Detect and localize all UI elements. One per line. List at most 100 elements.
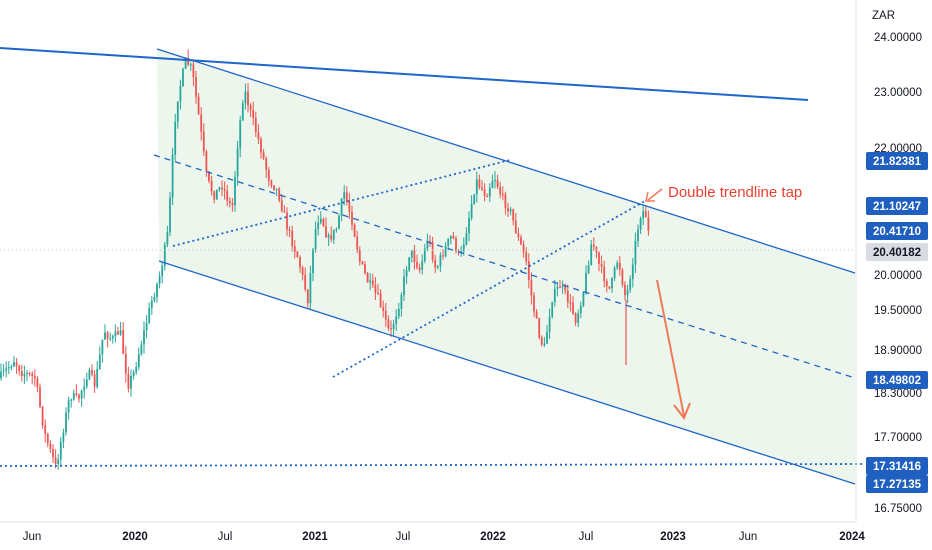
candle-body: [504, 194, 507, 208]
candle-body: [631, 264, 634, 279]
time-axis[interactable]: Jun 2020 Jul 2021 Jul 2022 Jul 2023 Jun 2024: [0, 521, 865, 543]
candle-body: [566, 290, 569, 303]
candle-body: [343, 192, 346, 199]
candle-body: [106, 332, 109, 339]
candle-body: [184, 57, 187, 69]
candle-body: [358, 249, 361, 262]
candle-body: [605, 281, 608, 287]
candle-body: [130, 376, 132, 389]
annotation-callout[interactable]: Double trendline tap: [645, 184, 802, 202]
channel-midline[interactable]: [153, 154, 856, 379]
candle-body: [533, 295, 535, 312]
candle-body: [254, 118, 257, 133]
candle-body: [408, 257, 411, 271]
candle-body: [387, 319, 390, 329]
candle-body: [548, 316, 551, 332]
price-tag-label: 20.40182: [873, 247, 921, 259]
candle-body: [234, 176, 236, 206]
candle-body: [413, 250, 416, 262]
candle-body: [465, 233, 468, 245]
candle-body: [621, 269, 624, 285]
candle-body: [514, 220, 517, 234]
candle-body: [59, 441, 62, 460]
candle-body: [603, 266, 606, 282]
candle-body: [283, 210, 286, 213]
candle-body: [444, 245, 447, 257]
long-term-trendline[interactable]: [0, 47, 809, 101]
candle-body: [442, 255, 444, 257]
candle-body: [598, 252, 600, 264]
candle-body: [582, 292, 585, 306]
candle-body: [163, 244, 166, 266]
candle-body: [392, 324, 395, 330]
candle-body: [239, 120, 242, 149]
candle-body: [522, 244, 525, 253]
candle-body: [124, 353, 127, 374]
candle-body: [286, 212, 288, 230]
candle-body: [491, 180, 494, 188]
candles-layer: [0, 49, 856, 470]
candle-body: [195, 77, 197, 97]
candle-body: [405, 270, 408, 277]
candle-body: [462, 244, 465, 252]
candle-body: [353, 224, 356, 237]
candle-body: [517, 233, 520, 238]
projection-arrow[interactable]: [656, 279, 691, 421]
candle-body: [262, 152, 265, 159]
channel-fill: [157, 49, 855, 484]
x-tick-label: 2024: [839, 531, 865, 543]
price-tag: 20.41710: [866, 222, 928, 240]
price-tag: 21.82381: [866, 152, 928, 170]
candle-body: [577, 313, 580, 323]
candle-body: [395, 316, 398, 325]
candle-body: [137, 354, 140, 368]
candle-body: [85, 379, 88, 387]
candle-body: [410, 250, 413, 258]
channel-upper-line[interactable]: [156, 48, 856, 274]
candle-body: [72, 393, 75, 400]
horizontal-support-line[interactable]: [0, 463, 863, 467]
candle-body: [608, 286, 611, 289]
candle-body: [312, 248, 314, 274]
candle-body: [187, 57, 190, 65]
candle-body: [439, 255, 442, 267]
candle-body: [31, 373, 34, 376]
candle-body: [332, 229, 335, 240]
candle-body: [494, 179, 496, 182]
candle-body: [288, 229, 291, 231]
candle-body: [150, 300, 153, 309]
candle-body: [361, 261, 364, 265]
candle-body: [28, 373, 31, 375]
candle-body: [301, 267, 304, 275]
candle-body: [200, 114, 203, 132]
candle-body: [70, 399, 73, 401]
candle-body: [371, 280, 374, 286]
candle-body: [335, 228, 338, 230]
candle-body: [18, 365, 21, 371]
candle-body: [579, 305, 582, 314]
x-tick-label: Jun: [739, 531, 758, 543]
candle-body: [540, 337, 543, 345]
candle-body: [280, 200, 283, 211]
channel-lower-line[interactable]: [158, 260, 856, 485]
candle-body: [452, 236, 455, 239]
candle-body: [499, 187, 502, 195]
candle-body: [592, 244, 595, 247]
candle-body: [2, 370, 5, 372]
annotation-text: Double trendline tap: [668, 184, 802, 201]
candle-body: [158, 276, 161, 284]
y-tick-label: 20.00000: [874, 270, 922, 282]
price-axis[interactable]: ZAR 24.0000023.0000022.0000020.0000019.5…: [855, 0, 928, 522]
candle-body: [33, 376, 36, 379]
candle-body: [379, 293, 382, 308]
candle-body: [501, 194, 504, 196]
candle-body: [197, 96, 200, 115]
candle-body: [546, 331, 548, 344]
candle-body: [455, 238, 457, 251]
price-tag: 20.40182: [866, 243, 928, 261]
candle-body: [473, 194, 476, 204]
candle-body: [449, 236, 452, 239]
x-tick-label: 2020: [122, 531, 148, 543]
